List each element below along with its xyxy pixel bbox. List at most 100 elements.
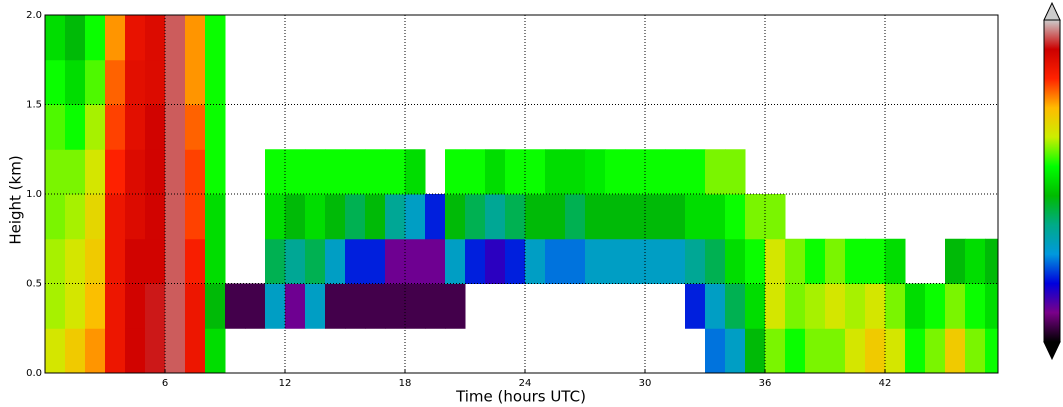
heat-cell xyxy=(865,238,886,284)
x-tick-label: 30 xyxy=(639,378,652,389)
heat-cell xyxy=(305,283,326,329)
heat-cell xyxy=(505,149,526,195)
y-tick-label: 1.0 xyxy=(26,189,42,200)
heat-cell xyxy=(45,283,66,329)
x-axis-label: Time (hours UTC) xyxy=(455,388,586,406)
heat-cell xyxy=(465,238,486,284)
heat-cell xyxy=(185,283,206,329)
x-tick-label: 36 xyxy=(759,378,772,389)
heat-cell xyxy=(845,328,866,374)
heat-cell xyxy=(325,283,346,329)
heat-cell xyxy=(105,328,126,374)
heat-cell xyxy=(825,328,846,374)
heat-cell xyxy=(645,149,666,195)
heat-cell xyxy=(65,283,86,329)
heat-cell xyxy=(125,283,146,329)
heat-cell xyxy=(805,328,826,374)
colorbar-over xyxy=(1043,1,1061,21)
heat-cell xyxy=(725,328,746,374)
heat-cell xyxy=(885,328,906,374)
heat-cell xyxy=(385,149,406,195)
heat-cell xyxy=(145,238,166,284)
heat-cell xyxy=(105,238,126,284)
heat-cell xyxy=(765,238,786,284)
heat-cell xyxy=(685,149,706,195)
heat-cell xyxy=(745,194,766,240)
heat-cell xyxy=(725,283,746,329)
heat-cell xyxy=(105,59,126,105)
heat-cell xyxy=(145,283,166,329)
heat-cell xyxy=(885,283,906,329)
heat-cell xyxy=(765,283,786,329)
heat-cell xyxy=(965,283,986,329)
heat-cell xyxy=(185,59,206,105)
heat-cell xyxy=(345,238,366,284)
heat-cell xyxy=(545,238,566,284)
heat-cell xyxy=(405,194,426,240)
heat-cell xyxy=(985,328,999,374)
heat-cell xyxy=(445,238,466,284)
heat-cell xyxy=(945,238,966,284)
x-tick-label: 6 xyxy=(162,378,168,389)
heat-cell xyxy=(505,238,526,284)
heat-cell xyxy=(265,149,286,195)
heat-cell xyxy=(45,238,66,284)
heat-cell xyxy=(865,328,886,374)
heat-cell xyxy=(265,238,286,284)
heat-cell xyxy=(205,149,226,195)
heat-cell xyxy=(65,238,86,284)
x-tick-label: 18 xyxy=(399,378,412,389)
heat-cell xyxy=(845,283,866,329)
heat-cell xyxy=(405,238,426,284)
heat-cell xyxy=(85,283,106,329)
heat-cell xyxy=(425,238,446,284)
heat-cell xyxy=(765,194,786,240)
heat-cell xyxy=(925,283,946,329)
heat-cell xyxy=(585,194,606,240)
x-tick-label: 12 xyxy=(279,378,292,389)
heat-cell xyxy=(105,104,126,150)
y-tick-label: 1.5 xyxy=(26,100,42,111)
heat-cell xyxy=(725,238,746,284)
heat-cell xyxy=(205,15,226,61)
heat-cell xyxy=(145,104,166,150)
heat-cell xyxy=(745,238,766,284)
y-axis-label: Height (km) xyxy=(7,155,25,244)
colorbar-under xyxy=(1043,341,1061,361)
heat-cell xyxy=(645,194,666,240)
heat-cell xyxy=(625,194,646,240)
heat-cell xyxy=(65,104,86,150)
heat-cell xyxy=(725,194,746,240)
heat-cell xyxy=(545,149,566,195)
heat-cell xyxy=(705,283,726,329)
heat-cell xyxy=(565,194,586,240)
x-tick-label: 42 xyxy=(879,378,892,389)
x-tick-label: 24 xyxy=(519,378,532,389)
heat-cell xyxy=(125,149,146,195)
heat-cell xyxy=(225,283,246,329)
heat-cell xyxy=(805,283,826,329)
heat-cell xyxy=(85,15,106,61)
heat-cell xyxy=(205,328,226,374)
heat-cell xyxy=(625,149,646,195)
heat-cell xyxy=(485,149,506,195)
heat-cell xyxy=(165,238,186,284)
heat-cell xyxy=(245,283,266,329)
heat-cell xyxy=(685,283,706,329)
heat-cell xyxy=(945,283,966,329)
heat-cell xyxy=(185,194,206,240)
heat-cell xyxy=(45,328,66,374)
heat-cell xyxy=(645,238,666,284)
heat-cell xyxy=(925,328,946,374)
heat-cell xyxy=(385,283,406,329)
heat-cell xyxy=(85,149,106,195)
heat-cell xyxy=(605,149,626,195)
heat-cell xyxy=(185,328,206,374)
heat-cell xyxy=(665,149,686,195)
heat-cell xyxy=(825,238,846,284)
heat-cell xyxy=(905,328,926,374)
heat-cell xyxy=(125,194,146,240)
heat-cell xyxy=(165,104,186,150)
